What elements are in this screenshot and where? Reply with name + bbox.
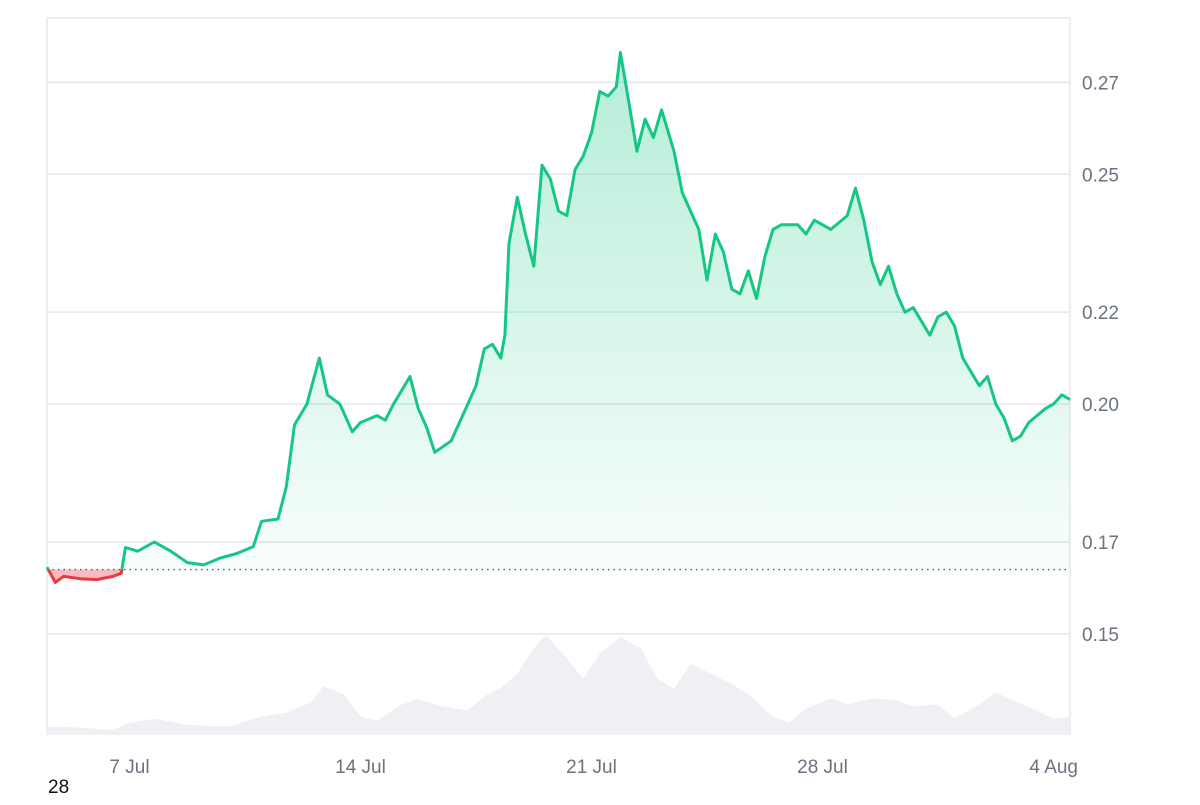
x-tick-label: 7 Jul	[109, 757, 149, 778]
x-axis-ticks: 7 Jul 14 Jul 21 Jul 28 Jul 4 Aug	[109, 757, 1078, 778]
y-tick-label: 0.27	[1082, 73, 1119, 94]
price-line	[45, 51, 1071, 584]
y-tick-label: 0.17	[1082, 533, 1119, 554]
area-above-baseline	[47, 52, 1070, 570]
plot-frame	[46, 17, 1071, 735]
y-tick-label: 0.25	[1082, 165, 1119, 186]
y-axis-ticks: 0.15 0.17 0.20 0.22 0.25 0.27	[1082, 73, 1119, 646]
price-area-fill	[47, 52, 1070, 583]
x-tick-label: 4 Aug	[1029, 757, 1078, 778]
volume-shape	[47, 635, 1070, 735]
area-below-baseline	[48, 569, 122, 583]
x-tick-label: 28 Jul	[797, 757, 848, 778]
volume-area	[47, 635, 1070, 735]
price-line-up	[45, 51, 1071, 570]
x-tick-label: 14 Jul	[335, 757, 386, 778]
y-tick-label: 0.22	[1082, 303, 1119, 324]
y-tick-label: 0.20	[1082, 395, 1119, 416]
x-tick-label: 21 Jul	[566, 757, 617, 778]
y-tick-label: 0.15	[1082, 625, 1119, 646]
corner-label: 28	[48, 777, 70, 798]
